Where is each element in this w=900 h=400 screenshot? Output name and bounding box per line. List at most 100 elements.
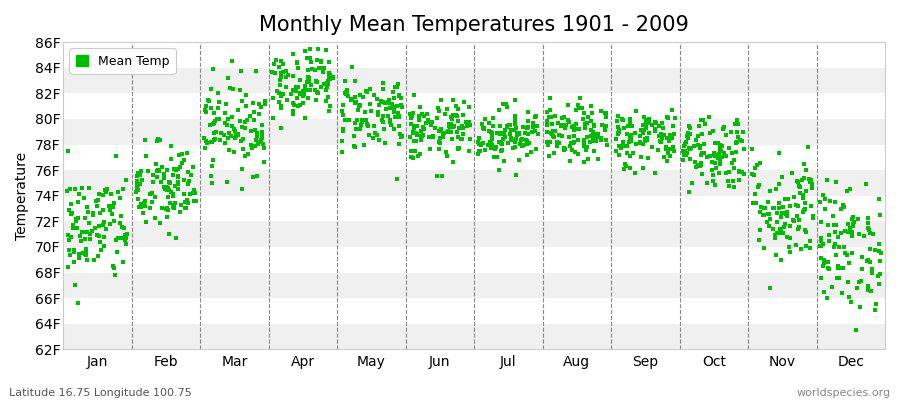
Point xyxy=(157,170,171,177)
Point xyxy=(390,176,404,183)
Point xyxy=(431,104,446,111)
Point xyxy=(381,113,395,119)
Point xyxy=(98,226,112,232)
Point xyxy=(255,131,269,138)
Point xyxy=(571,151,585,158)
Point xyxy=(435,173,449,180)
Point xyxy=(679,139,693,146)
Point xyxy=(129,189,143,195)
Point xyxy=(732,169,746,175)
Point xyxy=(767,205,781,211)
Point xyxy=(266,115,280,121)
Point xyxy=(353,125,367,132)
Point xyxy=(598,110,613,117)
Point xyxy=(146,179,160,185)
Point xyxy=(478,147,492,154)
Point xyxy=(341,93,356,99)
Point xyxy=(410,122,424,129)
Point xyxy=(314,58,328,64)
Point xyxy=(406,155,420,162)
Point xyxy=(543,107,557,113)
Point xyxy=(520,141,535,148)
Point xyxy=(138,198,152,205)
Point xyxy=(247,109,261,115)
Point xyxy=(874,250,888,256)
Point xyxy=(392,92,406,99)
Point xyxy=(274,93,288,99)
Point xyxy=(821,264,835,271)
Point xyxy=(338,90,353,96)
Point xyxy=(368,130,382,136)
Point xyxy=(310,88,325,95)
Point xyxy=(274,69,288,76)
Point xyxy=(176,177,191,183)
Point xyxy=(589,131,603,137)
Title: Monthly Mean Temperatures 1901 - 2009: Monthly Mean Temperatures 1901 - 2009 xyxy=(259,15,689,35)
Point xyxy=(301,66,315,73)
Point xyxy=(571,137,585,143)
Point xyxy=(218,110,232,116)
Point xyxy=(662,132,677,138)
Point xyxy=(594,122,608,128)
Point xyxy=(204,86,219,92)
Point xyxy=(616,117,630,123)
Point xyxy=(494,130,508,136)
Point xyxy=(803,238,817,244)
Point xyxy=(855,266,869,272)
Point xyxy=(859,180,873,187)
Point xyxy=(384,101,399,108)
Point xyxy=(158,206,173,212)
Point xyxy=(292,90,307,97)
Point xyxy=(275,91,290,97)
Point xyxy=(378,100,392,106)
Point xyxy=(382,100,396,106)
Point xyxy=(725,150,740,156)
Point xyxy=(507,127,521,133)
Point xyxy=(722,144,736,151)
Point xyxy=(383,116,398,123)
Point xyxy=(730,117,744,123)
Point xyxy=(375,117,390,124)
Point xyxy=(244,128,258,134)
Point xyxy=(358,108,373,115)
Point xyxy=(436,130,451,136)
Point xyxy=(797,227,812,234)
Point xyxy=(455,136,470,142)
Point xyxy=(62,207,77,214)
Point xyxy=(298,87,312,94)
Point xyxy=(587,123,601,129)
Point xyxy=(527,114,542,120)
Point xyxy=(338,116,352,123)
Point xyxy=(60,232,75,238)
Point xyxy=(854,278,868,284)
Point xyxy=(779,213,794,220)
Point xyxy=(719,153,733,159)
Point xyxy=(442,122,456,129)
Point xyxy=(207,110,221,116)
Point xyxy=(513,141,527,148)
Point xyxy=(829,252,843,258)
Point xyxy=(436,134,451,140)
Point xyxy=(727,184,742,190)
Point xyxy=(274,105,289,112)
Point xyxy=(577,136,591,143)
Point xyxy=(842,229,856,236)
Point xyxy=(845,222,859,229)
Point xyxy=(155,205,169,212)
Point xyxy=(417,113,431,120)
Point xyxy=(814,235,828,242)
Point xyxy=(561,117,575,123)
Point xyxy=(272,90,286,96)
Point xyxy=(840,252,854,258)
Point xyxy=(67,246,81,253)
Point xyxy=(783,223,797,230)
Point xyxy=(111,189,125,195)
Point xyxy=(600,141,615,148)
Point xyxy=(168,200,183,206)
Point xyxy=(637,114,652,120)
Point xyxy=(584,127,598,134)
Point xyxy=(766,225,780,232)
Point xyxy=(119,176,133,183)
Point xyxy=(623,116,637,122)
Point xyxy=(256,159,271,166)
